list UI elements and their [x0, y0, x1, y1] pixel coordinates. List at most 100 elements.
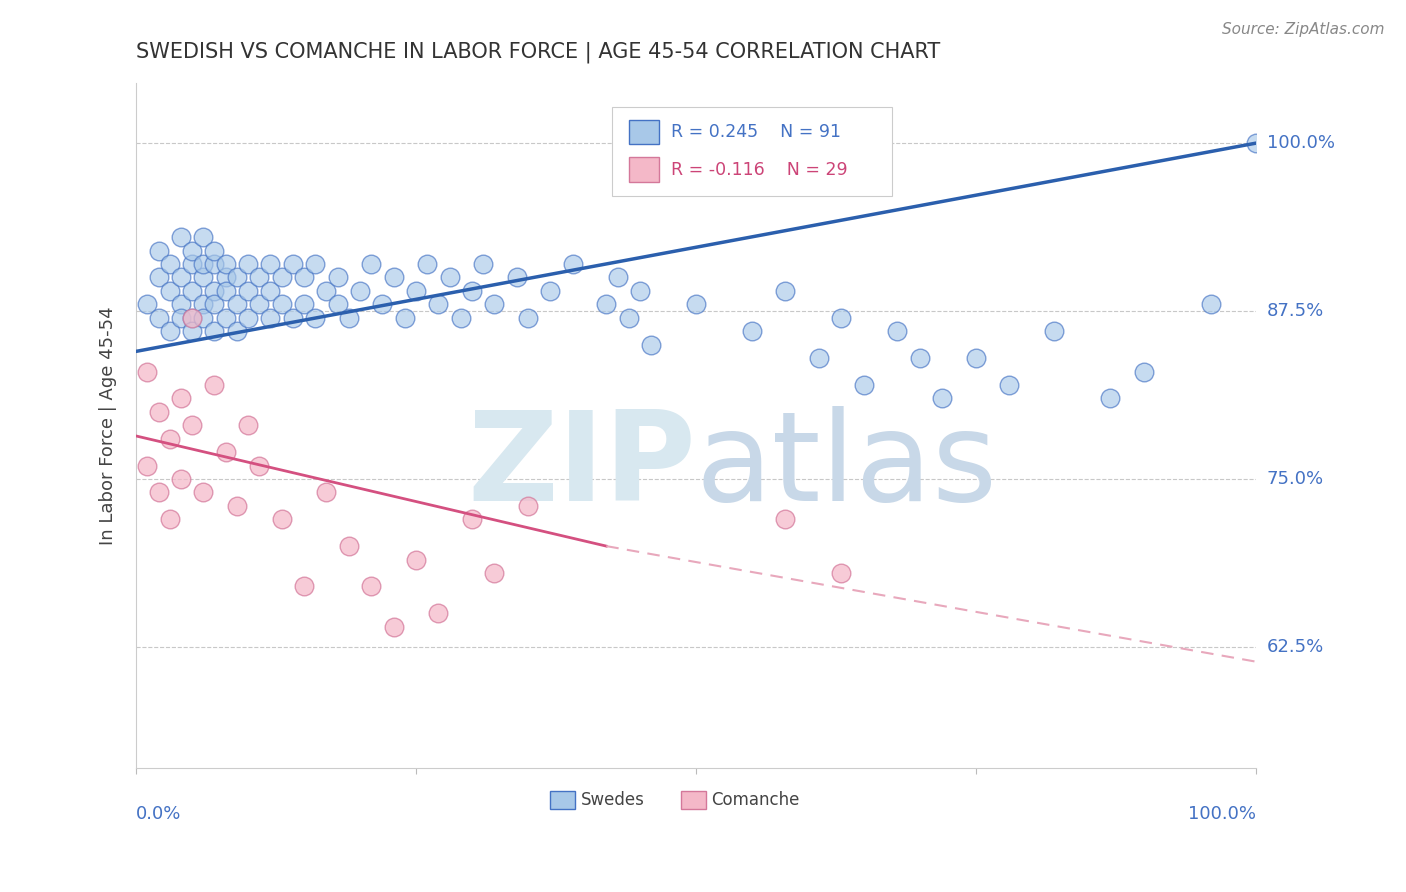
- Point: [394, 310, 416, 325]
- Point: [204, 324, 226, 338]
- Text: 62.5%: 62.5%: [1267, 638, 1324, 656]
- Point: [215, 310, 238, 325]
- Point: [349, 284, 371, 298]
- Point: [170, 270, 193, 285]
- Point: [1244, 136, 1267, 151]
- Point: [181, 284, 204, 298]
- Point: [360, 257, 382, 271]
- Point: [337, 539, 360, 553]
- Point: [193, 297, 215, 311]
- Point: [181, 310, 204, 325]
- Point: [617, 310, 640, 325]
- Point: [281, 257, 304, 271]
- Point: [472, 257, 495, 271]
- Point: [193, 230, 215, 244]
- Point: [159, 324, 181, 338]
- Point: [281, 310, 304, 325]
- Point: [148, 244, 170, 258]
- Point: [561, 257, 583, 271]
- Point: [225, 499, 247, 513]
- Point: [830, 566, 852, 580]
- Point: [516, 310, 538, 325]
- Point: [148, 310, 170, 325]
- Point: [215, 445, 238, 459]
- Point: [204, 378, 226, 392]
- Point: [259, 257, 281, 271]
- Point: [461, 512, 484, 526]
- Point: [808, 351, 831, 365]
- Point: [270, 270, 292, 285]
- Point: [427, 297, 450, 311]
- Bar: [628, 157, 659, 182]
- Point: [181, 257, 204, 271]
- Point: [225, 297, 247, 311]
- Point: [371, 297, 394, 311]
- Bar: [550, 791, 575, 809]
- Point: [852, 378, 875, 392]
- Point: [595, 297, 617, 311]
- Point: [1132, 364, 1154, 378]
- Point: [1043, 324, 1066, 338]
- Point: [136, 458, 159, 473]
- Point: [292, 297, 315, 311]
- Point: [304, 257, 326, 271]
- Point: [181, 324, 204, 338]
- Point: [775, 284, 797, 298]
- Point: [236, 257, 259, 271]
- Point: [204, 284, 226, 298]
- Point: [360, 579, 382, 593]
- Point: [886, 324, 908, 338]
- Point: [908, 351, 931, 365]
- Point: [1099, 392, 1122, 406]
- Point: [225, 270, 247, 285]
- Point: [315, 485, 337, 500]
- Point: [416, 257, 439, 271]
- Point: [450, 310, 472, 325]
- Bar: [628, 120, 659, 145]
- Point: [215, 270, 238, 285]
- Point: [170, 297, 193, 311]
- Point: [236, 418, 259, 433]
- Point: [292, 579, 315, 593]
- Point: [136, 297, 159, 311]
- Point: [148, 485, 170, 500]
- Text: Comanche: Comanche: [711, 791, 800, 809]
- Point: [538, 284, 561, 298]
- Point: [830, 310, 852, 325]
- Point: [148, 405, 170, 419]
- Point: [170, 392, 193, 406]
- Point: [225, 324, 247, 338]
- Point: [193, 270, 215, 285]
- Point: [292, 270, 315, 285]
- Text: 0.0%: 0.0%: [136, 805, 181, 823]
- Text: SWEDISH VS COMANCHE IN LABOR FORCE | AGE 45-54 CORRELATION CHART: SWEDISH VS COMANCHE IN LABOR FORCE | AGE…: [136, 42, 941, 63]
- Point: [304, 310, 326, 325]
- Point: [270, 297, 292, 311]
- Point: [998, 378, 1021, 392]
- Point: [204, 297, 226, 311]
- Bar: [682, 791, 706, 809]
- Point: [247, 458, 270, 473]
- Point: [148, 270, 170, 285]
- Point: [606, 270, 628, 285]
- Point: [181, 244, 204, 258]
- Point: [741, 324, 763, 338]
- Point: [326, 297, 349, 311]
- Text: 87.5%: 87.5%: [1267, 302, 1324, 320]
- Point: [136, 364, 159, 378]
- Point: [270, 512, 292, 526]
- Point: [159, 284, 181, 298]
- Point: [159, 512, 181, 526]
- Y-axis label: In Labor Force | Age 45-54: In Labor Force | Age 45-54: [100, 306, 117, 544]
- Point: [461, 284, 484, 298]
- Point: [484, 297, 506, 311]
- Point: [931, 392, 953, 406]
- FancyBboxPatch shape: [612, 107, 891, 195]
- Point: [170, 310, 193, 325]
- Point: [382, 620, 405, 634]
- Point: [247, 297, 270, 311]
- Point: [640, 337, 662, 351]
- Point: [181, 310, 204, 325]
- Point: [259, 284, 281, 298]
- Text: Swedes: Swedes: [581, 791, 644, 809]
